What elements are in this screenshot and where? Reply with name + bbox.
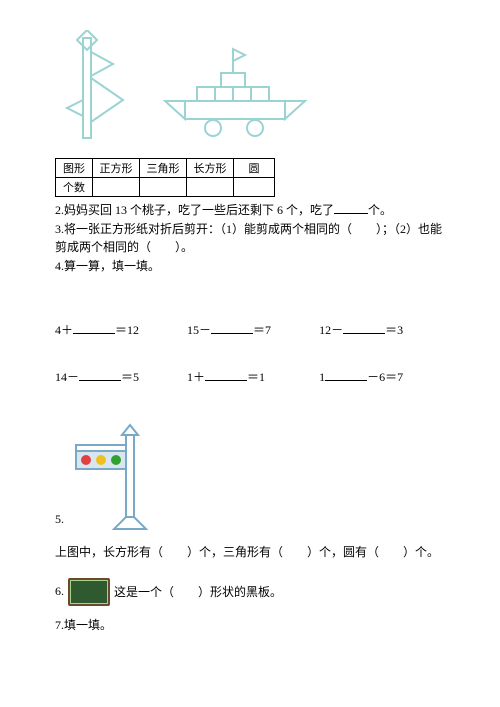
table-row-label: 图形 (56, 159, 93, 178)
arith-cell: 15－＝7 (187, 321, 271, 338)
question-2: 2.妈妈买回 13 个桃子，吃了一些后还剩下 6 个，吃了 个。 (55, 201, 445, 220)
blank (334, 202, 368, 214)
question-6: 6. 这是一个（ ）形状的黑板。 (55, 578, 445, 606)
table-cell (140, 178, 187, 197)
table-header: 圆 (234, 159, 275, 178)
traffic-light-figure (68, 421, 178, 531)
figure-row (63, 30, 445, 140)
blank (325, 370, 367, 382)
q2-tail: 个。 (368, 203, 392, 217)
question-5-figure-row: 5. (55, 421, 445, 531)
table-cell (93, 178, 140, 197)
arith-cell: 1＋＝1 (187, 368, 271, 385)
table-header: 正方形 (93, 159, 140, 178)
blank (73, 323, 115, 335)
top-figure-boat (163, 45, 313, 140)
arithmetic-grid: 4＋＝12 14－＝5 15－＝7 1＋＝1 12－＝3 1－6＝7 (55, 291, 445, 415)
table-cell (234, 178, 275, 197)
q5-number: 5. (55, 512, 68, 531)
top-figure-left (63, 30, 133, 140)
question-3-line1: 3.将一张正方形纸对折后剪开：（1）能剪成两个相同的（ ）；（2）也能 (55, 220, 445, 239)
blank (205, 370, 247, 382)
table-count-label: 个数 (56, 178, 93, 197)
table-header: 长方形 (187, 159, 234, 178)
q2-text: 2.妈妈买回 13 个桃子，吃了一些后还剩下 6 个，吃了 (55, 203, 334, 217)
shape-count-table: 图形 正方形 三角形 长方形 圆 个数 (55, 158, 275, 197)
blank (211, 323, 253, 335)
table-header: 三角形 (140, 159, 187, 178)
blank (79, 370, 121, 382)
blank (343, 323, 385, 335)
arith-cell: 1－6＝7 (319, 368, 403, 385)
table-cell (187, 178, 234, 197)
question-5-text: 上图中，长方形有（ ）个，三角形有（ ）个，圆有（ ）个。 (55, 543, 445, 562)
blackboard-icon (68, 578, 110, 606)
arith-cell: 4＋＝12 (55, 321, 139, 338)
arith-cell: 14－＝5 (55, 368, 139, 385)
q6-text: 这是一个（ ）形状的黑板。 (114, 583, 282, 600)
q6-number: 6. (55, 584, 64, 599)
question-3-line2: 剪成两个相同的（ ）。 (55, 238, 445, 257)
question-7: 7.填一填。 (55, 616, 445, 635)
question-4-title: 4.算一算，填一填。 (55, 257, 445, 276)
arith-cell: 12－＝3 (319, 321, 403, 338)
